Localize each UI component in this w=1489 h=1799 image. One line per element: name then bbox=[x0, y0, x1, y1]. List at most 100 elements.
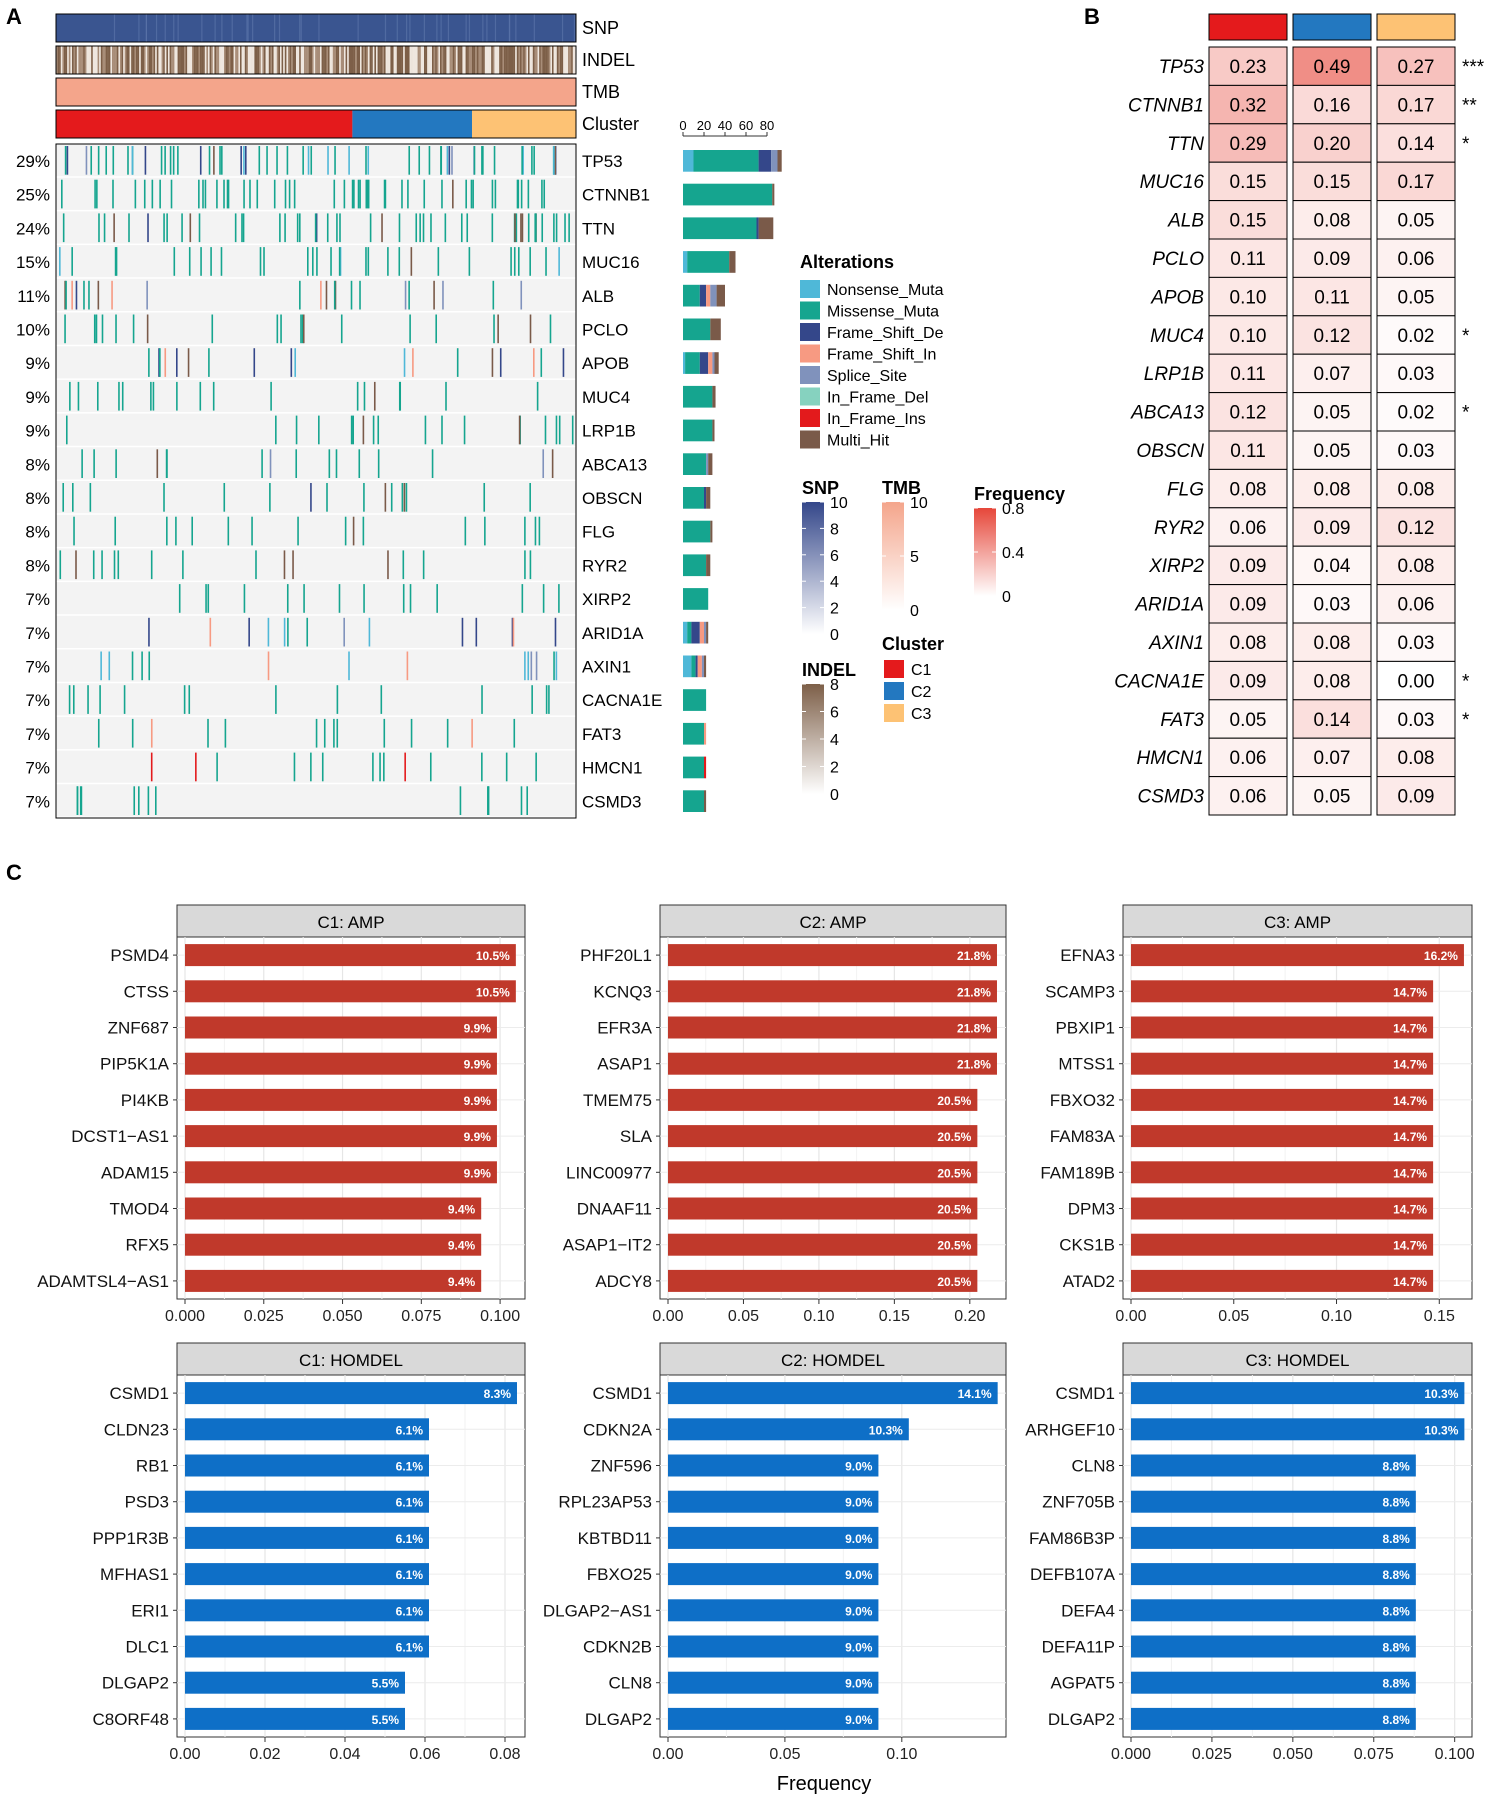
indel-track-stripe bbox=[115, 46, 117, 74]
mutation-mark bbox=[343, 617, 345, 647]
indel-track-stripe bbox=[553, 46, 556, 74]
indel-track-stripe bbox=[406, 46, 409, 74]
gene-percent-abca13: 8% bbox=[25, 455, 50, 474]
cluster-track-c3 bbox=[472, 110, 576, 138]
heatmap-cell-value: 0.12 bbox=[1398, 518, 1435, 539]
indel-track-stripe bbox=[563, 46, 565, 74]
heatmap-cell-value: 0.06 bbox=[1398, 595, 1435, 616]
y-category-label: RPL23AP53 bbox=[558, 1493, 652, 1512]
heatmap-cell-value: 0.09 bbox=[1314, 249, 1351, 270]
y-category-label: DLGAP2 bbox=[1048, 1710, 1115, 1729]
mutation-mark bbox=[499, 348, 502, 377]
heatmap-cell-value: 0.08 bbox=[1314, 633, 1351, 654]
x-tick-label: 0.00 bbox=[1115, 1308, 1146, 1325]
indel-track-stripe bbox=[83, 46, 85, 74]
x-tick-label: 0.10 bbox=[1321, 1308, 1352, 1325]
gene-bar-segment-multi bbox=[712, 419, 715, 442]
mutation-mark bbox=[132, 314, 135, 344]
bar bbox=[668, 1563, 879, 1586]
bar-axis-tick-label: 80 bbox=[760, 118, 774, 133]
indel-track-stripe bbox=[515, 46, 517, 74]
mutation-mark bbox=[521, 146, 523, 175]
panel-label-a: A bbox=[6, 4, 22, 29]
mutation-mark bbox=[524, 516, 526, 546]
bar-value-label: 8.3% bbox=[484, 1387, 512, 1401]
mutation-mark bbox=[518, 415, 521, 445]
snp-track-stripe bbox=[482, 14, 484, 42]
mutation-mark bbox=[430, 213, 432, 243]
mutation-mark bbox=[208, 146, 211, 175]
indel-track-stripe bbox=[233, 46, 236, 74]
indel-track-stripe bbox=[152, 46, 154, 74]
legend-tmb-colorbar bbox=[882, 502, 904, 610]
heatmap-cell bbox=[1376, 123, 1456, 163]
gene-percent-obscn: 8% bbox=[25, 489, 50, 508]
indel-track-stripe bbox=[273, 46, 276, 74]
indel-track-stripe bbox=[212, 46, 215, 74]
mutation-mark bbox=[108, 651, 111, 681]
mutation-mark bbox=[323, 718, 326, 748]
indel-track-stripe bbox=[283, 46, 285, 74]
mutation-mark bbox=[221, 146, 223, 175]
indel-track-stripe bbox=[571, 46, 573, 74]
indel-track-stripe bbox=[241, 46, 244, 74]
legend-indel-title: INDEL bbox=[802, 660, 856, 680]
mutation-mark bbox=[540, 348, 543, 377]
mutation-mark bbox=[336, 213, 338, 243]
y-category-label: DLGAP2−AS1 bbox=[543, 1601, 652, 1620]
mutation-mark bbox=[466, 213, 469, 243]
gene-label-pclo: PCLO bbox=[582, 321, 628, 340]
gene-label-xirp2: XIRP2 bbox=[582, 590, 631, 609]
indel-track-stripe bbox=[156, 46, 159, 74]
mutation-mark bbox=[335, 449, 338, 478]
indel-track-stripe bbox=[195, 46, 197, 74]
indel-track-stripe bbox=[336, 46, 338, 74]
heatmap-cell-value: 0.03 bbox=[1398, 633, 1435, 654]
indel-track-stripe bbox=[86, 46, 89, 74]
mutation-mark bbox=[189, 213, 192, 243]
indel-track-stripe bbox=[492, 46, 495, 74]
mutation-mark bbox=[85, 146, 88, 175]
heatmap-cell-value: 0.15 bbox=[1230, 211, 1267, 232]
mutation-mark bbox=[463, 415, 466, 445]
bar bbox=[185, 1233, 482, 1256]
mutation-mark bbox=[554, 146, 557, 175]
indel-track-stripe bbox=[296, 46, 298, 74]
bar bbox=[185, 1418, 429, 1441]
mutation-mark bbox=[251, 516, 253, 546]
indel-track-stripe bbox=[388, 46, 391, 74]
mutation-mark bbox=[384, 483, 387, 512]
bar-value-label: 14.7% bbox=[1393, 1239, 1427, 1253]
mutation-mark bbox=[383, 752, 385, 782]
mutation-mark bbox=[131, 146, 134, 175]
mutation-mark bbox=[287, 617, 289, 647]
gene-percent-muc4: 9% bbox=[25, 388, 50, 407]
mutation-mark bbox=[535, 752, 537, 782]
bar-value-label: 14.7% bbox=[1393, 1203, 1427, 1217]
mutation-mark bbox=[65, 415, 68, 445]
y-category-label: TMOD4 bbox=[110, 1200, 170, 1219]
heatmap-gene-hmcn1: HMCN1 bbox=[1136, 748, 1204, 769]
oncoplot-row-sep bbox=[56, 277, 576, 279]
y-category-label: CSMD1 bbox=[592, 1384, 652, 1403]
indel-track-stripe bbox=[252, 46, 255, 74]
mutation-mark bbox=[445, 381, 447, 411]
indel-track-stripe bbox=[516, 46, 519, 74]
snp-track-stripe bbox=[201, 14, 203, 42]
gene-label-alb: ALB bbox=[582, 287, 614, 306]
mutation-mark bbox=[558, 247, 560, 276]
indel-track-stripe bbox=[401, 46, 404, 74]
mutation-mark bbox=[381, 213, 383, 243]
gene-label-flg: FLG bbox=[582, 523, 615, 542]
mutation-mark bbox=[101, 314, 104, 344]
mutation-mark bbox=[481, 685, 483, 714]
gene-label-fat3: FAT3 bbox=[582, 725, 621, 744]
mutation-mark bbox=[367, 146, 370, 175]
indel-track-stripe bbox=[158, 46, 161, 74]
indel-track-stripe bbox=[217, 46, 220, 74]
mutation-mark bbox=[95, 314, 98, 344]
legend-label-fs_ins: Frame_Shift_In bbox=[827, 347, 936, 364]
y-category-label: ATAD2 bbox=[1063, 1272, 1115, 1291]
x-tick-label: 0.050 bbox=[323, 1308, 363, 1325]
gene-percent-csmd3: 7% bbox=[25, 792, 50, 811]
